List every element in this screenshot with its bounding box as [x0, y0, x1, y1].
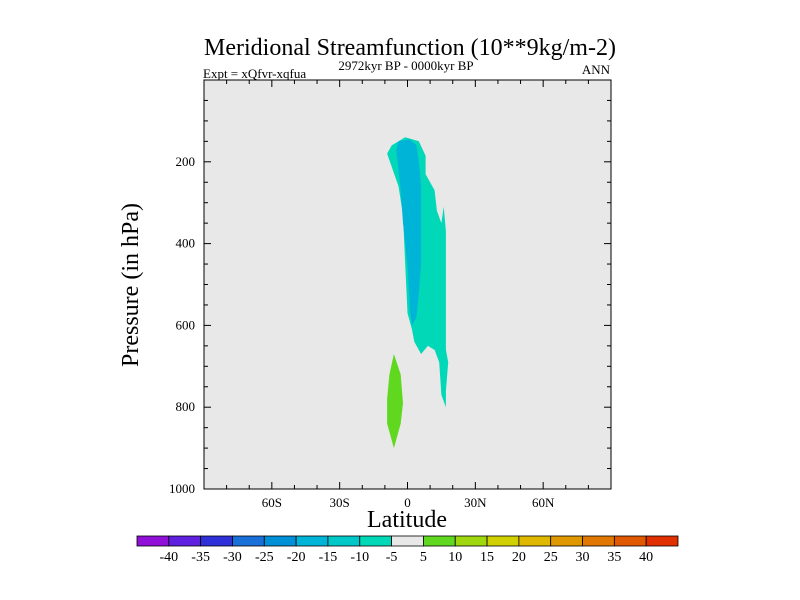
x-tick-label: 30S	[330, 495, 350, 510]
colorbar	[136, 535, 679, 547]
y-tick-label: 200	[176, 154, 196, 169]
y-tick-label: 800	[176, 399, 196, 414]
colorbar-label: 20	[512, 550, 526, 565]
colorbar-label: 35	[607, 550, 621, 565]
y-tick-label: 1000	[169, 481, 195, 496]
colorbar-box	[200, 535, 233, 547]
experiment-label: Expt = xQfvr-xqfua	[203, 66, 306, 81]
colorbar-label: -20	[287, 550, 306, 565]
colorbar-label: 25	[544, 550, 558, 565]
x-tick-label: 60N	[532, 495, 555, 510]
y-tick-labels: 200 400 600 800 1000	[169, 154, 195, 496]
colorbar-box	[136, 535, 170, 547]
x-tick-label: 0	[404, 495, 411, 510]
x-tick-labels: 60S 30S 0 30N 60N	[262, 495, 555, 510]
colorbar-box	[645, 535, 679, 547]
colorbar-label: -40	[159, 550, 178, 565]
colorbar-label: -35	[191, 550, 210, 565]
colorbar-label: 40	[639, 550, 653, 565]
x-tick-label: 30N	[464, 495, 487, 510]
season-label: ANN	[582, 62, 611, 77]
y-tick-label: 600	[176, 317, 196, 332]
y-axis-label: Pressure (in hPa)	[118, 203, 144, 367]
colorbar-box	[518, 535, 552, 547]
chart-title: Meridional Streamfunction (10**9kg/m-2)	[204, 35, 616, 61]
time-range-label: 2972kyr BP - 0000kyr BP	[338, 58, 473, 73]
colorbar-label: 15	[480, 550, 494, 565]
colorbar-box	[295, 535, 329, 547]
colorbar-label: -30	[223, 550, 242, 565]
colorbar-box	[423, 535, 456, 547]
axis-ticks	[204, 80, 611, 490]
positive-cell	[387, 354, 403, 449]
colorbar-label: 30	[576, 550, 590, 565]
colorbar-box	[613, 535, 647, 547]
colorbar-label: -10	[350, 550, 369, 565]
colorbar-label: 5	[420, 550, 427, 565]
colorbar-box	[327, 535, 361, 547]
colorbar-box	[550, 535, 583, 547]
colorbar-box	[263, 535, 297, 547]
contour-fills	[387, 137, 449, 449]
colorbar-box	[232, 535, 265, 547]
x-tick-label: 60S	[262, 495, 282, 510]
colorbar-box	[359, 535, 392, 547]
colorbar-label: -15	[319, 550, 338, 565]
colorbar-box	[454, 535, 488, 547]
y-tick-label: 400	[176, 236, 196, 251]
colorbar-box	[168, 535, 202, 547]
negative-cell-inner	[396, 139, 422, 326]
colorbar-label: -25	[255, 550, 274, 565]
colorbar-label: 10	[448, 550, 462, 565]
colorbar-box	[486, 535, 520, 547]
colorbar-box	[582, 535, 615, 547]
colorbar-box	[391, 535, 424, 547]
x-axis-label: Latitude	[367, 507, 447, 533]
colorbar-label: -5	[386, 550, 398, 565]
colorbar-labels: -40 -35 -30 -25 -20 -15 -10 -5 5 10 15 20 25 30 35 40	[159, 550, 653, 565]
